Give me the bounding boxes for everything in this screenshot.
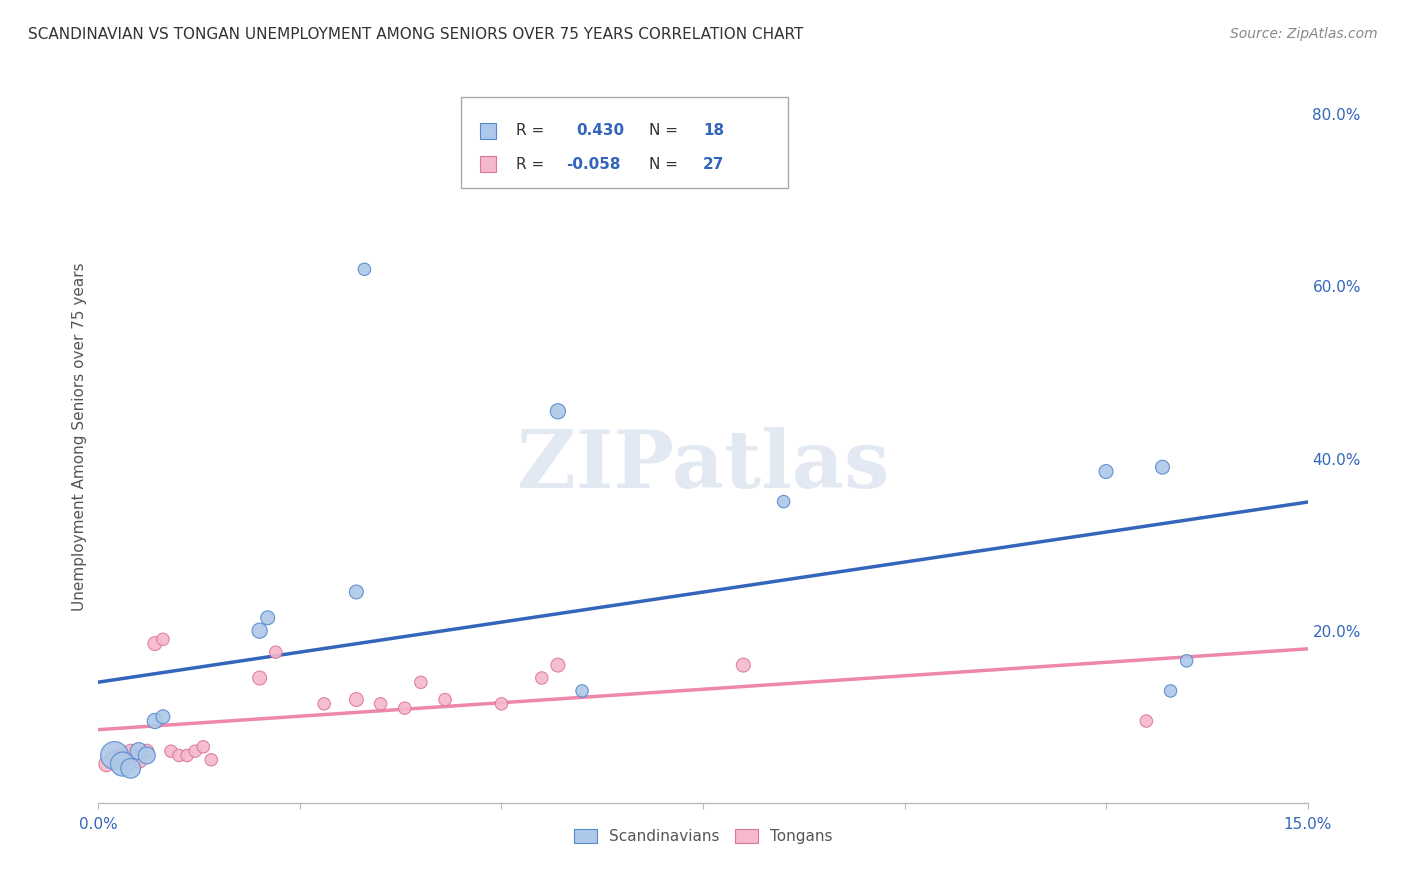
Point <box>249 671 271 685</box>
Point <box>256 611 278 625</box>
Point <box>200 753 222 767</box>
Point <box>167 748 190 763</box>
Text: 18: 18 <box>703 123 724 138</box>
Point <box>249 624 271 638</box>
FancyBboxPatch shape <box>461 97 787 188</box>
Point <box>772 494 794 508</box>
Point <box>152 632 174 647</box>
Point <box>1160 684 1182 698</box>
Point <box>547 658 569 673</box>
Point <box>1095 465 1118 479</box>
Point <box>103 753 125 767</box>
Text: 27: 27 <box>703 157 724 172</box>
Point <box>193 739 215 754</box>
Point <box>353 262 375 277</box>
Point <box>344 585 367 599</box>
Point <box>733 658 755 673</box>
Point <box>394 701 416 715</box>
Text: ZIPatlas: ZIPatlas <box>517 427 889 506</box>
Point <box>135 748 157 763</box>
Point <box>103 748 125 763</box>
Point <box>143 637 166 651</box>
Point <box>120 761 142 775</box>
Text: R =: R = <box>516 157 548 172</box>
Point <box>128 744 150 758</box>
Point <box>491 697 513 711</box>
Y-axis label: Unemployment Among Seniors over 75 years: Unemployment Among Seniors over 75 years <box>72 263 87 611</box>
Point <box>1175 654 1198 668</box>
Point <box>160 744 183 758</box>
Point <box>1135 714 1157 728</box>
Text: -0.058: -0.058 <box>567 157 621 172</box>
Point <box>547 404 569 418</box>
Point <box>176 748 198 763</box>
Point <box>370 697 392 711</box>
Text: Source: ZipAtlas.com: Source: ZipAtlas.com <box>1230 27 1378 41</box>
Point <box>530 671 553 685</box>
Point <box>434 692 457 706</box>
Point <box>571 684 593 698</box>
Point <box>120 744 142 758</box>
Point <box>111 748 134 763</box>
Point <box>314 697 336 711</box>
Point <box>135 744 157 758</box>
Text: N =: N = <box>648 123 682 138</box>
Text: 0.430: 0.430 <box>576 123 624 138</box>
Point <box>96 757 118 772</box>
Point <box>111 757 134 772</box>
Point <box>184 744 207 758</box>
Point <box>1152 460 1174 475</box>
Point <box>344 692 367 706</box>
Text: N =: N = <box>648 157 682 172</box>
Text: R =: R = <box>516 123 548 138</box>
Point <box>128 753 150 767</box>
Text: SCANDINAVIAN VS TONGAN UNEMPLOYMENT AMONG SENIORS OVER 75 YEARS CORRELATION CHAR: SCANDINAVIAN VS TONGAN UNEMPLOYMENT AMON… <box>28 27 803 42</box>
Point <box>409 675 432 690</box>
Point <box>264 645 287 659</box>
Point <box>143 714 166 728</box>
Point <box>152 710 174 724</box>
Legend: Scandinavians, Tongans: Scandinavians, Tongans <box>568 822 838 850</box>
